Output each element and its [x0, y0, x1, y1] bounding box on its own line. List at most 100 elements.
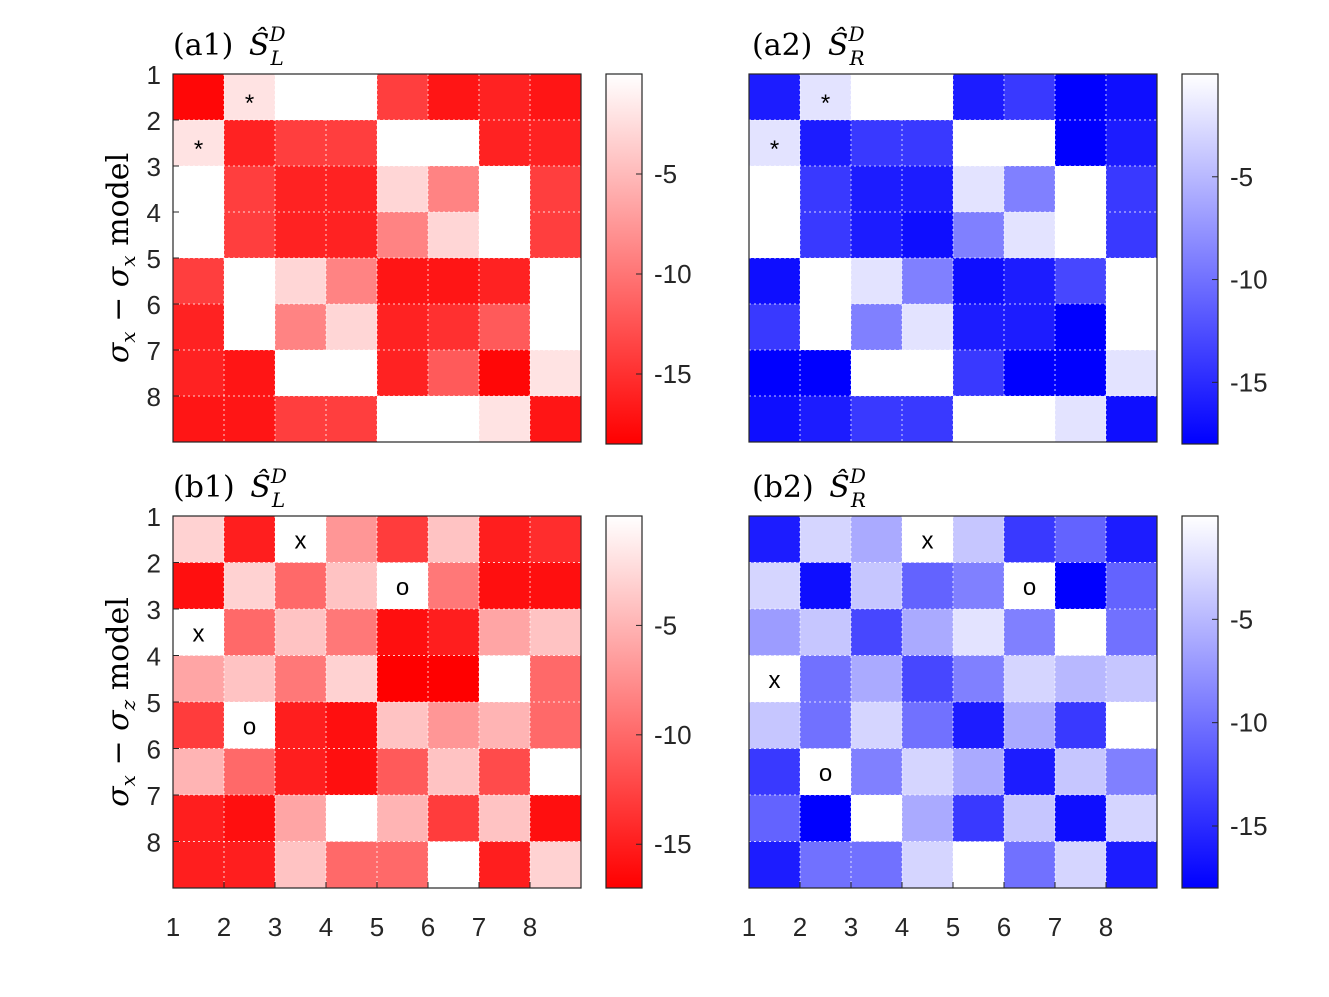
y-tick-label: 7 [147, 336, 161, 366]
heatmap-cell-r1-c1 [173, 516, 225, 563]
heatmap-cell-r6-c8 [1106, 748, 1158, 796]
heatmap-cell-r8-c1 [173, 841, 225, 889]
heatmap-cell-r5-c3 [851, 258, 903, 305]
colorbar-tick-label: -10 [654, 259, 692, 289]
x-tick-label: 7 [1048, 912, 1062, 942]
y-tick-label: 4 [147, 642, 161, 672]
heatmap-cell-r8-c8 [1106, 841, 1158, 889]
heatmap-cell-r8-c8 [1106, 396, 1158, 443]
heatmap-cell-r2-c5 [377, 562, 429, 610]
heatmap-cell-r1-c8 [1106, 516, 1158, 563]
heatmap-cell-r8-c1 [749, 841, 801, 889]
heatmap-cell-r1-c2 [800, 74, 852, 121]
y-axis-label: σx − σx model [101, 153, 140, 363]
heatmap-cell-r7-c7 [479, 795, 531, 842]
heatmap-cell-r8-c3 [851, 841, 903, 889]
heatmap-cell-r6-c5 [953, 304, 1005, 351]
heatmap-cell-r7-c8 [530, 795, 582, 842]
heatmap-cell-r7-c4 [902, 795, 954, 842]
heatmap-cell-r8-c4 [902, 396, 954, 443]
heatmap-cell-r4-c7 [1055, 212, 1107, 259]
colorbar-tick-label: -10 [1230, 708, 1268, 738]
heatmap-cell-r5-c4 [902, 258, 954, 305]
heatmap-cell-r1-c5 [953, 74, 1005, 121]
heatmap-cell-r6-c8 [530, 304, 582, 351]
plot-frame [748, 73, 1158, 443]
heatmap-cell-r5-c8 [530, 258, 582, 305]
panel-title: (b1) ŜD L [173, 464, 287, 512]
heatmap-cell-r4-c6 [428, 655, 480, 703]
colorbar-tick-label: -5 [1230, 604, 1253, 634]
heatmap-cell-r6-c3 [851, 748, 903, 796]
heatmap-cell-r2-c4 [326, 120, 378, 167]
heatmap-cell-r8-c4 [326, 396, 378, 443]
heatmap-cell-r3-c7 [479, 166, 531, 213]
heatmap-cell-r2-c1 [749, 562, 801, 610]
heatmap-cell-r5-c6 [1004, 258, 1056, 305]
heatmap-cell-r4-c4 [902, 212, 954, 259]
colorbar-tick-label: -5 [654, 610, 677, 640]
heatmap-cell-r1-c5 [377, 516, 429, 563]
heatmap-cell-r2-c3 [275, 120, 327, 167]
heatmap-cell-r5-c1 [749, 258, 801, 305]
heatmap-cell-r2-c2 [800, 562, 852, 610]
heatmap-cell-r4-c2 [224, 212, 276, 259]
heatmap-cell-r7-c2 [224, 350, 276, 397]
heatmap-cell-r3-c1 [173, 166, 225, 213]
heatmap-cell-r4-c6 [428, 212, 480, 259]
heatmap-cell-r7-c3 [851, 350, 903, 397]
heatmap-cell-r7-c6 [1004, 795, 1056, 842]
heatmap-cell-r1-c8 [1106, 74, 1158, 121]
heatmap-cell-r5-c2 [800, 258, 852, 305]
heatmap-cell-r2-c2 [800, 120, 852, 167]
heatmap-cell-r1-c1 [173, 74, 225, 121]
heatmap-cell-r4-c2 [800, 655, 852, 703]
heatmap-cell-r8-c4 [326, 841, 378, 889]
heatmap-cell-r5-c8 [1106, 258, 1158, 305]
heatmap-cell-r7-c3 [275, 795, 327, 842]
heatmap-cell-r1-c4 [902, 516, 954, 563]
x-tick-label: 8 [523, 912, 537, 942]
heatmap-cell-r3-c4 [902, 609, 954, 656]
heatmap-cell-r6-c3 [275, 748, 327, 796]
heatmap-cell-r5-c6 [1004, 702, 1056, 749]
heatmap-cell-r7-c8 [1106, 350, 1158, 397]
heatmap-cell-r5-c7 [1055, 258, 1107, 305]
heatmap-cell-r5-c1 [173, 702, 225, 749]
heatmap-cell-r1-c5 [953, 516, 1005, 563]
heatmap-cell-r1-c6 [428, 74, 480, 121]
heatmap-cell-r5-c2 [224, 702, 276, 749]
heatmap-cell-r3-c8 [530, 166, 582, 213]
heatmap-cell-r7-c6 [428, 795, 480, 842]
heatmap-cell-r7-c1 [173, 795, 225, 842]
heatmap-cell-r6-c4 [326, 748, 378, 796]
heatmap-cell-r2-c1 [749, 120, 801, 167]
heatmap-cell-r1-c6 [428, 516, 480, 563]
heatmap-cell-r6-c4 [902, 748, 954, 796]
heatmap-cell-r5-c2 [800, 702, 852, 749]
y-axis-label: σx − σz model [101, 597, 140, 807]
heatmap-cell-r7-c7 [1055, 350, 1107, 397]
heatmap-cell-r8-c3 [275, 396, 327, 443]
colorbar-tick-label: -15 [1230, 811, 1268, 841]
colorbar-tick-label: -15 [1230, 367, 1268, 397]
heatmap-cell-r7-c1 [749, 795, 801, 842]
heatmap-cell-r8-c2 [800, 396, 852, 443]
heatmap-cell-r7-c5 [377, 795, 429, 842]
heatmap-cell-r4-c5 [377, 655, 429, 703]
cell-marker: o [243, 713, 256, 740]
y-tick-label: 5 [147, 688, 161, 718]
heatmap-cell-r4-c1 [749, 212, 801, 259]
x-tick-label: 2 [793, 912, 807, 942]
heatmap-cell-r3-c8 [1106, 166, 1158, 213]
heatmap-cell-r2-c8 [1106, 120, 1158, 167]
x-tick-label: 3 [844, 912, 858, 942]
heatmap-panel-2: * * (a2) ŜD R -5 -10 -15 [748, 22, 1268, 445]
heatmap-cell-r3-c2 [224, 166, 276, 213]
heatmap-cell-r3-c3 [851, 609, 903, 656]
heatmap-cell-r4-c1 [173, 212, 225, 259]
heatmap-cell-r4-c8 [530, 212, 582, 259]
heatmap-cell-r7-c6 [428, 350, 480, 397]
colorbar: -5 -10 -15 [605, 73, 692, 445]
colorbar: -5 -10 -15 [1181, 73, 1268, 445]
